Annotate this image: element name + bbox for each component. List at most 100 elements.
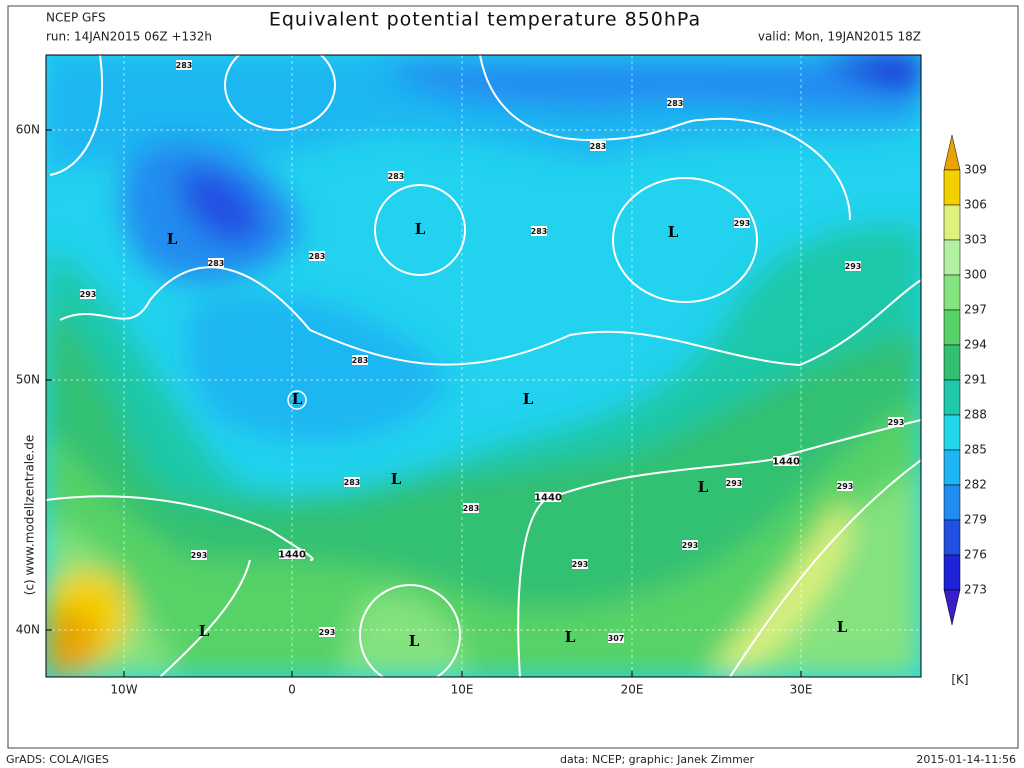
lat-label: 40N <box>16 623 40 637</box>
contour-label: 283 <box>463 504 480 513</box>
contour-label-box <box>535 492 561 502</box>
colorbar-tick-label: 279 <box>964 513 987 527</box>
contour-label-box <box>463 503 479 513</box>
colorbar-segment <box>943 414 961 451</box>
map-title: Equivalent potential temperature 850hPa <box>269 9 701 31</box>
contour-label: 1440 <box>278 550 306 561</box>
contour-label: 293 <box>191 551 208 560</box>
footer-left: GrADS: COLA/IGES <box>6 753 109 766</box>
colorbar-tick-label: 273 <box>964 583 987 597</box>
map-labels: LLLLLLLLLLLL2832832832832832832932832832… <box>80 60 905 650</box>
contour-label: 1440 <box>772 457 800 468</box>
pressure-contours <box>46 55 921 677</box>
colorbar-unit: [K] <box>951 673 968 687</box>
colorbar-tick-label: 297 <box>964 303 987 317</box>
contour-label-box <box>888 417 904 427</box>
contour-label: 293 <box>837 482 854 491</box>
axes: 60N 50N 40N 10W 0 10E 20E 30E <box>16 123 813 697</box>
contour-label-box <box>279 549 305 559</box>
colorbar-segment <box>943 204 961 241</box>
map: LLLLLLLLLLLL2832832832832832832932832832… <box>46 55 921 677</box>
colorbar-tick-label: 303 <box>964 233 987 247</box>
contour-label: 283 <box>531 227 548 236</box>
contour-line <box>46 495 314 561</box>
field-area <box>820 55 921 90</box>
contour-label: 283 <box>352 356 369 365</box>
colorbar-segment <box>943 449 961 486</box>
field-area <box>186 294 450 441</box>
contour-label-box <box>208 258 224 268</box>
contour-label-box <box>572 559 588 569</box>
contour-line <box>612 177 758 303</box>
contour-label-box <box>319 627 335 637</box>
contour-line <box>359 584 461 677</box>
contour-label: 293 <box>319 628 336 637</box>
contour-line <box>729 459 921 677</box>
footer-center: data: NCEP; graphic: Janek Zimmer <box>560 753 755 766</box>
colorbar-segment <box>943 274 961 311</box>
contour-label-box <box>80 289 96 299</box>
field-area <box>46 610 100 677</box>
contour-label-box <box>344 477 360 487</box>
contour-label-box <box>837 481 853 491</box>
graticule <box>46 55 921 677</box>
colorbar-tick-label: 285 <box>964 443 987 457</box>
contour-label-box <box>531 226 547 236</box>
valid-label: valid: Mon, 19JAN2015 18Z <box>758 30 921 44</box>
colorbar-segment <box>943 379 961 416</box>
low-marker: L <box>415 220 426 238</box>
lon-label: 0 <box>288 683 296 697</box>
colorbar-tick-label: 306 <box>964 198 987 212</box>
colorbar-segment <box>943 344 961 381</box>
contour-label: 283 <box>176 61 193 70</box>
run-label: run: 14JAN2015 06Z +132h <box>46 30 212 44</box>
field-area <box>46 470 921 677</box>
low-marker: L <box>199 622 210 640</box>
contour-label: 293 <box>726 479 743 488</box>
low-marker: L <box>837 618 848 636</box>
contour-label-box <box>682 540 698 550</box>
colorbar-arrow <box>943 589 961 626</box>
model-label: NCEP GFS <box>46 11 106 25</box>
contour-label: 283 <box>590 142 607 151</box>
colorbar-tick-label: 282 <box>964 478 987 492</box>
lat-label: 60N <box>16 123 40 137</box>
contour-label: 283 <box>309 252 326 261</box>
low-marker: L <box>292 390 303 408</box>
low-marker: L <box>565 628 576 646</box>
contour-label-box <box>734 218 750 228</box>
contour-label: 1440 <box>534 493 562 504</box>
field-area <box>380 60 921 113</box>
contour-label: 293 <box>734 219 751 228</box>
contour-label: 293 <box>80 290 97 299</box>
outer-frame <box>7 5 1019 749</box>
watermark: (c) www.modellzentrale.de <box>23 435 37 595</box>
colorbar-tick-label: 294 <box>964 338 987 352</box>
colorbar-tick-label: 309 <box>964 163 987 177</box>
low-marker: L <box>668 223 679 241</box>
contour-line <box>59 266 921 367</box>
contour-label-box <box>667 98 683 108</box>
low-marker: L <box>409 632 420 650</box>
contour-label-box <box>726 478 742 488</box>
contour-line <box>517 419 921 677</box>
contour-label-box <box>176 60 192 70</box>
contour-label-box <box>845 261 861 271</box>
contour-label: 293 <box>888 418 905 427</box>
contour-label: 293 <box>682 541 699 550</box>
lon-label: 30E <box>790 683 813 697</box>
contour-line <box>374 184 466 276</box>
low-marker: L <box>167 230 178 248</box>
colorbar-tick-label: 288 <box>964 408 987 422</box>
lon-label: 20E <box>621 683 644 697</box>
contour-label-box <box>352 355 368 365</box>
colorbar-segment <box>943 554 961 591</box>
lat-label: 50N <box>16 373 40 387</box>
colorbar-tick-label: 300 <box>964 268 987 282</box>
field-area <box>180 168 262 243</box>
low-marker: L <box>698 478 709 496</box>
colorbar-segment <box>943 239 961 276</box>
contour-line <box>159 559 251 677</box>
contour-label: 307 <box>608 634 625 643</box>
